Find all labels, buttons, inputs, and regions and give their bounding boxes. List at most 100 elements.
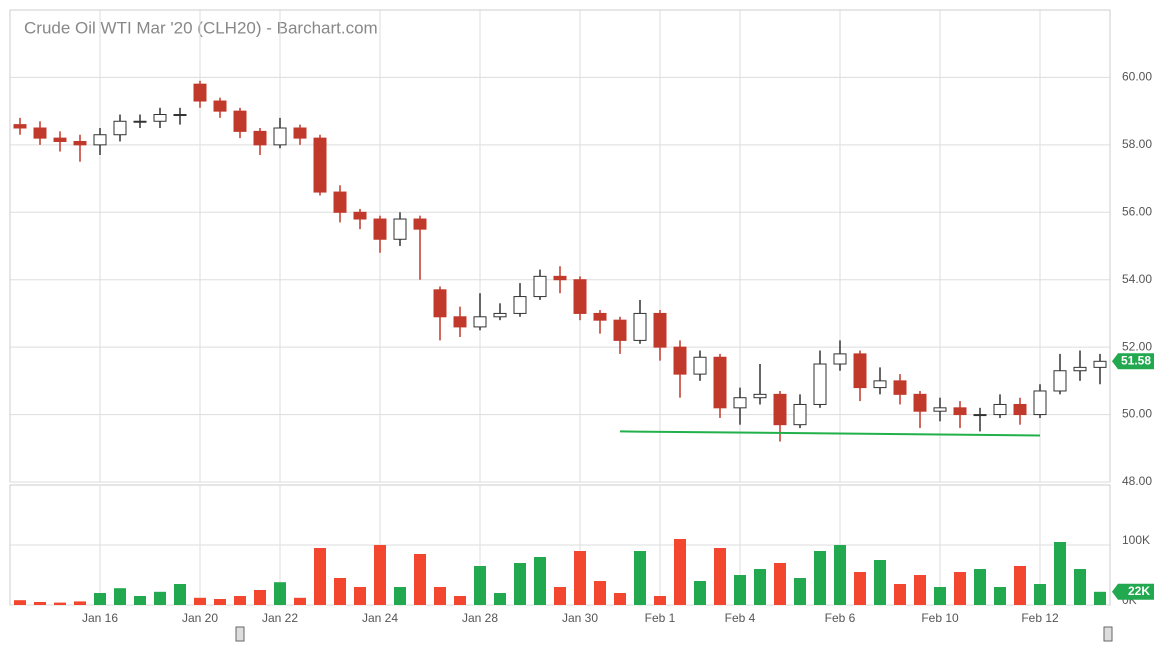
x-tick-label: Feb 4 xyxy=(725,611,756,625)
candle-body xyxy=(593,312,607,321)
x-tick-label: Feb 10 xyxy=(921,611,959,625)
volume-bar xyxy=(734,575,746,605)
scroll-handle[interactable] xyxy=(1103,626,1113,642)
candle-body xyxy=(573,279,587,314)
volume-bar xyxy=(654,596,666,605)
candle-body xyxy=(853,353,867,389)
volume-bar xyxy=(714,548,726,605)
volume-bar xyxy=(434,587,446,605)
volume-bar xyxy=(914,575,926,605)
x-tick-label: Feb 6 xyxy=(825,611,856,625)
y-tick-label: 50.00 xyxy=(1122,407,1152,421)
volume-bar xyxy=(874,560,886,605)
candle-body xyxy=(133,120,147,123)
candle-body xyxy=(453,316,467,328)
candle-body xyxy=(913,393,927,412)
candle-body xyxy=(533,275,547,298)
volume-bar xyxy=(134,596,146,605)
y-tick-label: 58.00 xyxy=(1122,137,1152,151)
x-tick-label: Feb 12 xyxy=(1021,611,1059,625)
volume-bar xyxy=(414,554,426,605)
volume-bar xyxy=(634,551,646,605)
volume-bar xyxy=(1094,591,1106,605)
volume-bar xyxy=(674,539,686,605)
candle-body xyxy=(493,312,507,318)
candle-body xyxy=(673,346,687,375)
volume-bar xyxy=(154,591,166,605)
volume-bar xyxy=(174,584,186,605)
volume-bar xyxy=(594,581,606,605)
candle-body xyxy=(653,312,667,348)
candle-body xyxy=(1013,403,1027,416)
scroll-handle[interactable] xyxy=(235,626,245,642)
candle-body xyxy=(873,380,887,389)
volume-bar xyxy=(74,601,86,605)
candle-body xyxy=(313,137,327,193)
y-tick-label: 52.00 xyxy=(1122,339,1152,353)
x-tick-label: Jan 28 xyxy=(462,611,498,625)
candle-body xyxy=(893,380,907,395)
volume-bar xyxy=(894,584,906,605)
volume-bar xyxy=(294,597,306,605)
volume-bar xyxy=(394,587,406,605)
volume-bar xyxy=(54,602,66,605)
candle-body xyxy=(933,407,947,412)
x-tick-label: Jan 30 xyxy=(562,611,598,625)
candle-body xyxy=(993,403,1007,416)
candle-body xyxy=(813,363,827,405)
x-tick-label: Feb 1 xyxy=(645,611,676,625)
candle-body xyxy=(53,137,67,142)
volume-bar xyxy=(814,551,826,605)
candle-body xyxy=(193,83,207,102)
volume-badge xyxy=(1112,583,1154,600)
trendline xyxy=(619,430,1041,437)
volume-bar xyxy=(34,602,46,605)
candle-body xyxy=(373,218,387,240)
candle-body xyxy=(473,316,487,328)
price-badge-label: 51.58 xyxy=(1121,353,1151,367)
volume-bar xyxy=(494,593,506,605)
y-tick-label: 60.00 xyxy=(1122,70,1152,84)
x-tick-label: Jan 22 xyxy=(262,611,298,625)
volume-bar xyxy=(514,563,526,605)
candle-body xyxy=(153,114,167,122)
candle-body xyxy=(353,211,367,220)
candle-body xyxy=(773,393,787,426)
volume-bar xyxy=(854,572,866,605)
volume-bar xyxy=(214,599,226,605)
volume-bar xyxy=(974,569,986,605)
candle-body xyxy=(93,134,107,146)
volume-bar xyxy=(534,557,546,605)
candle-body xyxy=(1093,360,1107,368)
candle-body xyxy=(1033,390,1047,416)
volume-bar xyxy=(694,581,706,605)
volume-bar xyxy=(374,545,386,605)
volume-bar xyxy=(274,582,286,605)
candle-body xyxy=(713,356,727,409)
volume-badge-label: 22K xyxy=(1128,584,1150,598)
candle-body xyxy=(333,191,347,213)
candle-body xyxy=(113,120,127,136)
candle-body xyxy=(553,275,567,281)
candle-body xyxy=(633,312,647,341)
x-tick-label: Jan 16 xyxy=(82,611,118,625)
volume-bar xyxy=(1074,569,1086,605)
volume-bar xyxy=(114,588,126,605)
volume-bar xyxy=(954,572,966,605)
chart-title: Crude Oil WTI Mar '20 (CLH20) - Barchart… xyxy=(24,18,378,37)
candle-body xyxy=(293,127,307,139)
volume-bar xyxy=(1034,584,1046,605)
y-tick-label: 48.00 xyxy=(1122,474,1152,488)
volume-bar xyxy=(454,596,466,605)
candle-body xyxy=(953,407,967,416)
y-tick-label: 100K xyxy=(1122,533,1150,547)
volume-bar xyxy=(194,597,206,605)
candle-body xyxy=(513,296,527,314)
y-tick-label: 56.00 xyxy=(1122,204,1152,218)
candle-body xyxy=(733,397,747,409)
candle-body xyxy=(253,130,267,146)
volume-bar xyxy=(754,569,766,605)
volume-bar xyxy=(574,551,586,605)
volume-bar xyxy=(774,563,786,605)
